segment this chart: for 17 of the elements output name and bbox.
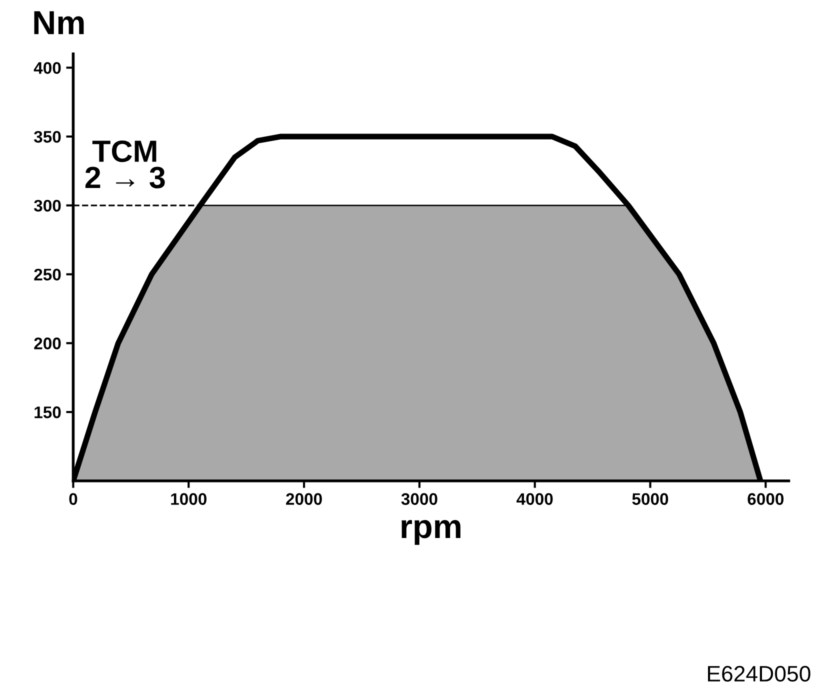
y-tick-label: 350 [34, 130, 61, 143]
text: E624D050 [708, 666, 810, 682]
x-tick-label: 2000 [286, 493, 322, 505]
x-axis-title: rpm [402, 520, 460, 545]
annotation: TCM 2 → 3 [85, 140, 165, 188]
y-axis-title: Nm [34, 11, 84, 34]
y-tick-label: 150 [34, 406, 61, 418]
y-tick-label: 400 [34, 62, 61, 74]
x-tick-label: 3000 [401, 493, 438, 505]
y-tick-label: 200 [34, 338, 61, 350]
x-tick-label: 0 [69, 493, 78, 505]
y-tick-label: 250 [34, 268, 61, 280]
y-tick-label: 300 [34, 200, 61, 212]
x-tick-label: 5000 [632, 493, 668, 505]
x-tick-label: 6000 [748, 493, 784, 505]
x-tick-label: 4000 [516, 493, 553, 505]
x-tick-label: 1000 [171, 493, 206, 505]
